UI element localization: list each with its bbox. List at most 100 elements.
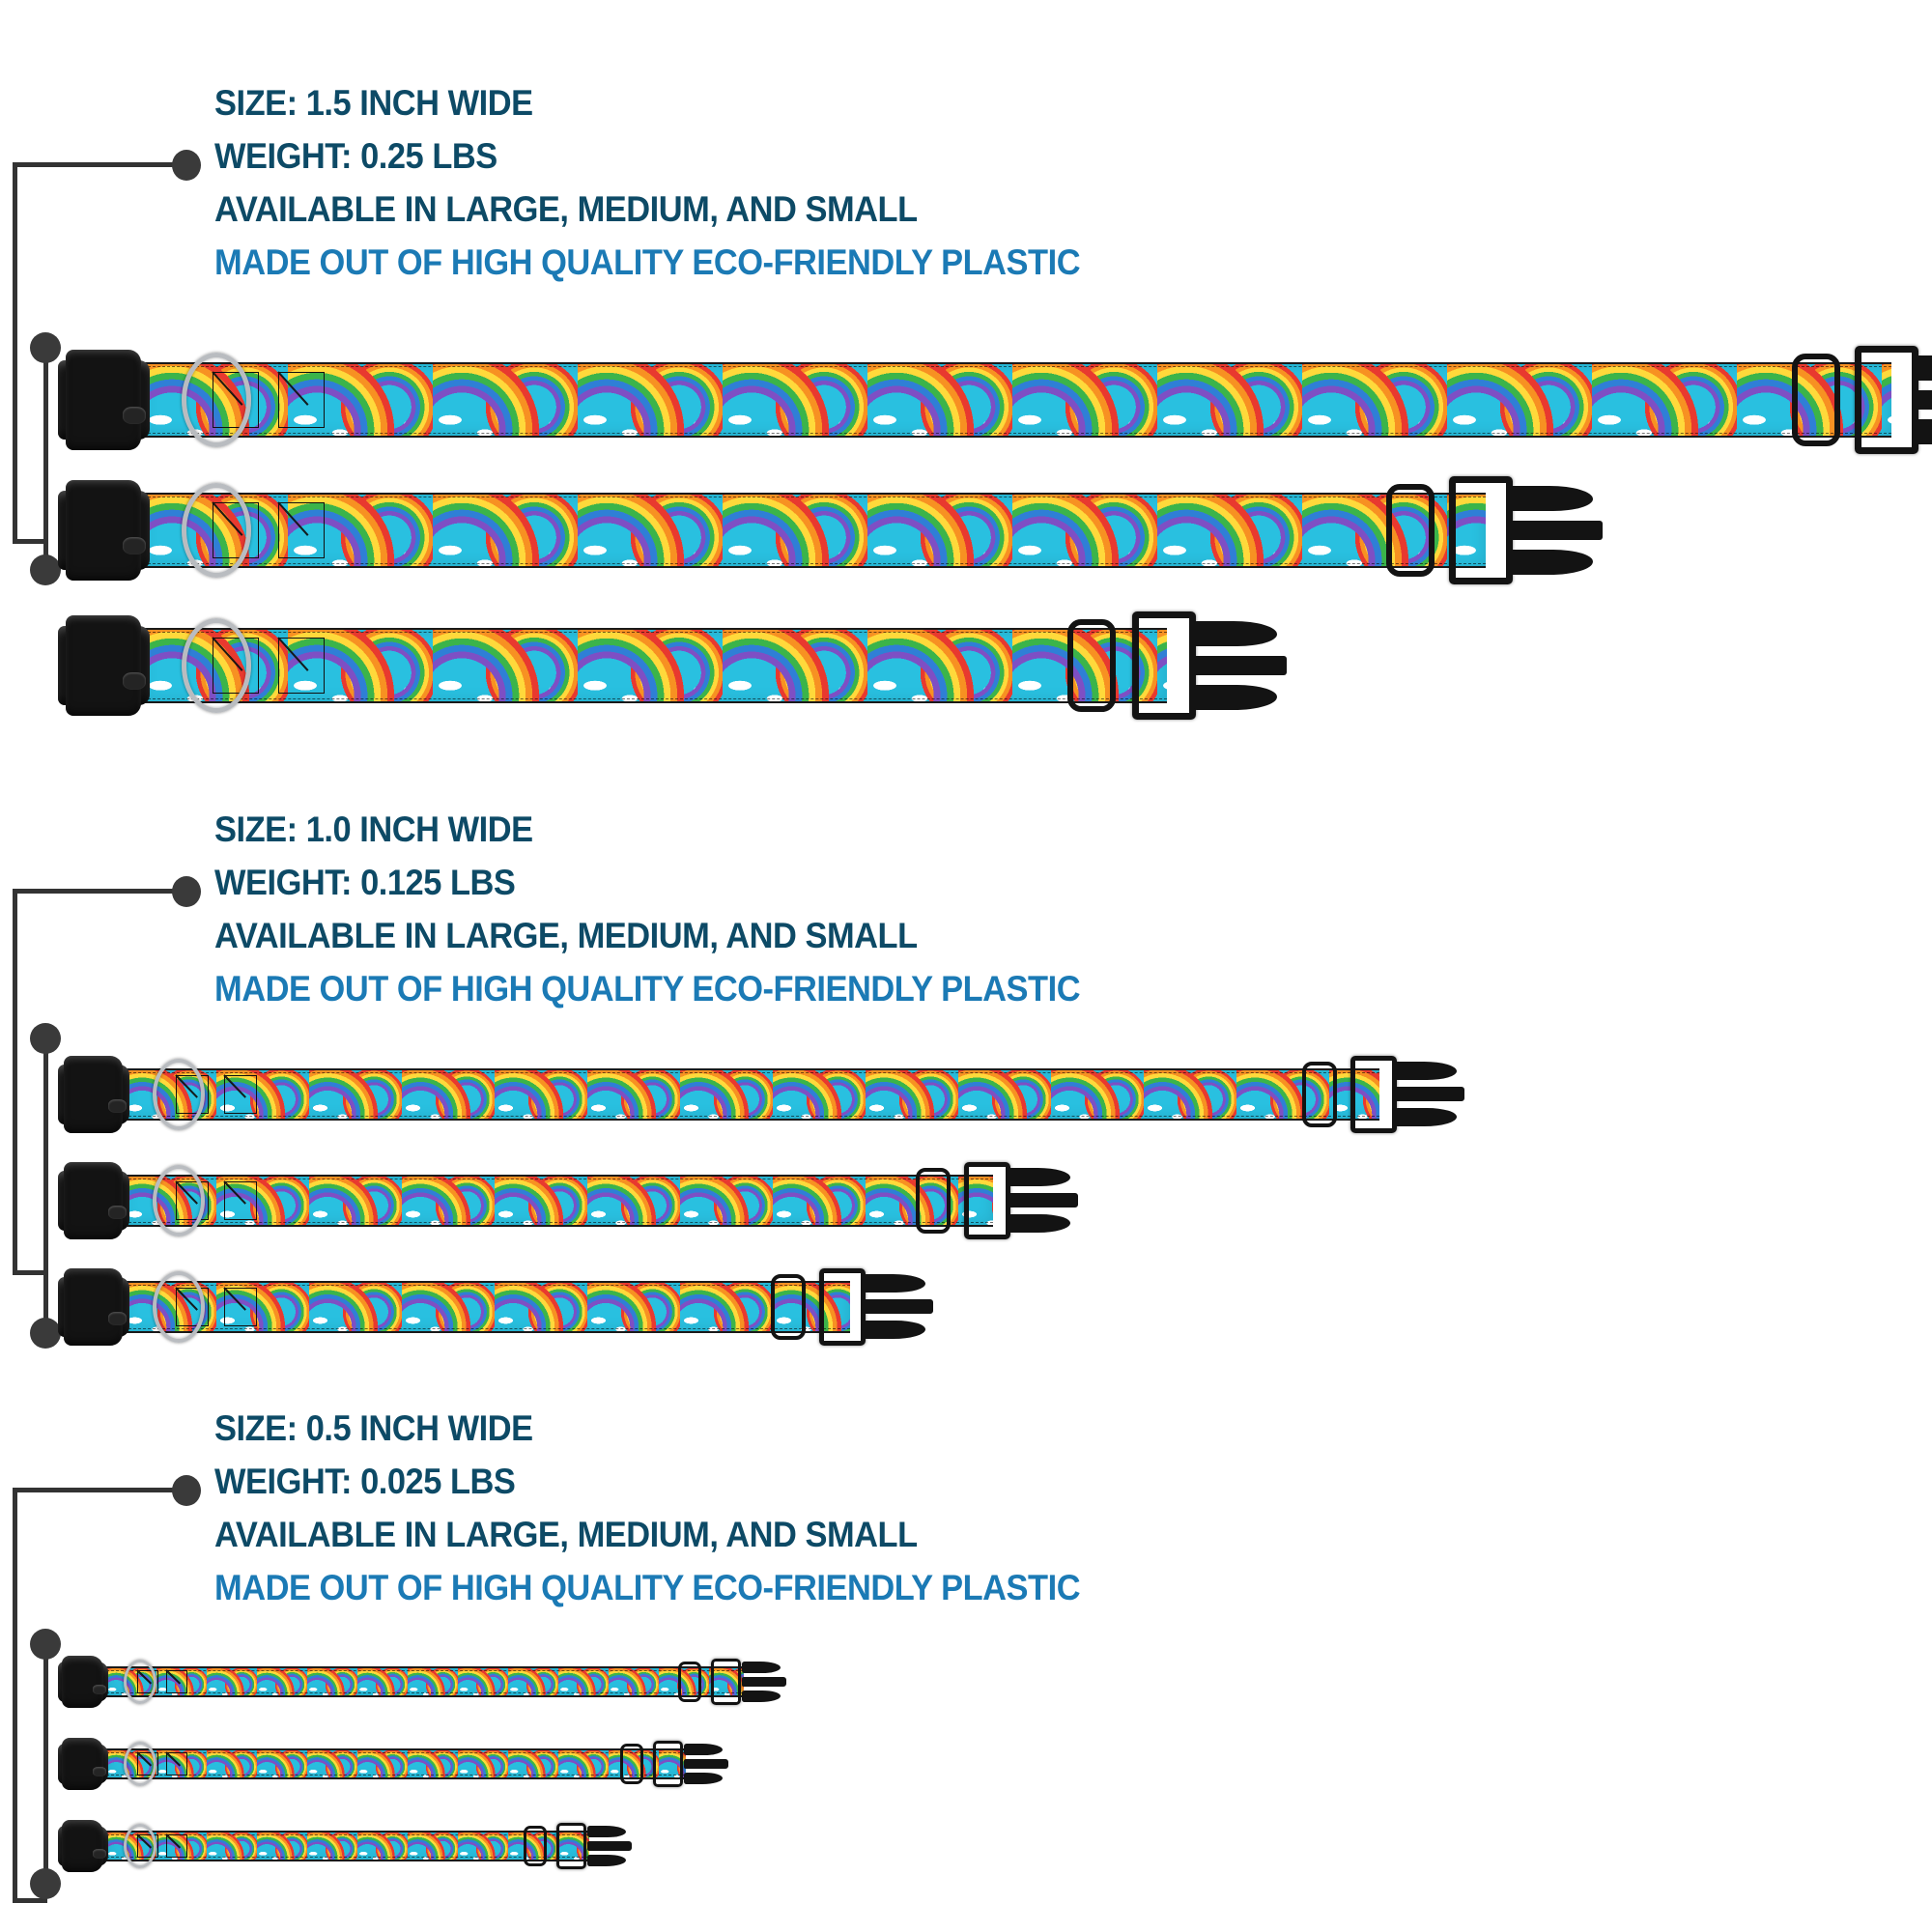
- keeper-loop[interactable]: [1302, 1062, 1337, 1127]
- d-ring[interactable]: [153, 1059, 205, 1130]
- side-release-buckle-female[interactable]: [58, 1056, 129, 1133]
- d-ring[interactable]: [124, 1660, 156, 1704]
- keeper-loop[interactable]: [1386, 484, 1435, 577]
- tri-glide-slider[interactable]: [653, 1741, 683, 1787]
- box-stitch-2: [224, 1181, 257, 1220]
- spec-block-0-5-inch: SIZE: 0.5 INCH WIDE WEIGHT: 0.025 LBS AV…: [214, 1410, 1146, 1605]
- d-ring[interactable]: [182, 353, 251, 447]
- keeper-loop[interactable]: [620, 1744, 643, 1784]
- collar-1-5-medium[interactable]: [58, 473, 1603, 587]
- box-stitch-2: [166, 1670, 187, 1693]
- tri-glide-slider[interactable]: [1855, 346, 1918, 454]
- tri-glide-slider[interactable]: [964, 1162, 1010, 1239]
- collar-1-5-small[interactable]: [58, 609, 1287, 723]
- tri-glide-slider[interactable]: [1350, 1056, 1397, 1133]
- side-release-buckle-female[interactable]: [58, 1162, 129, 1239]
- d-ring[interactable]: [153, 1271, 205, 1343]
- leader-dot-bottom-collar: [30, 1868, 61, 1899]
- spec-weight-0-5: WEIGHT: 0.025 LBS: [214, 1462, 516, 1501]
- side-release-buckle-male[interactable]: [580, 1825, 639, 1867]
- buckle-prong-mid: [1194, 656, 1287, 675]
- tri-glide-slider[interactable]: [711, 1659, 741, 1705]
- spec-material-0-5: MADE OUT OF HIGH QUALITY ECO-FRIENDLY PL…: [214, 1568, 1081, 1607]
- buckle-prong-bottom: [1009, 1214, 1070, 1233]
- leader-bracket-vertical: [13, 1488, 17, 1903]
- side-release-buckle-male[interactable]: [1177, 619, 1302, 712]
- collar-1-0-large[interactable]: [58, 1048, 1464, 1141]
- leader-group-vertical: [43, 1642, 48, 1884]
- side-release-buckle-female[interactable]: [58, 1656, 108, 1708]
- collar-1-0-small[interactable]: [58, 1261, 933, 1353]
- collar-0-5-large[interactable]: [58, 1652, 860, 1712]
- side-release-buckle-male[interactable]: [1383, 1061, 1478, 1128]
- side-release-buckle-male[interactable]: [734, 1661, 794, 1703]
- leader-dot-top-collar: [30, 1629, 61, 1660]
- spec-avail-1-0: AVAILABLE IN LARGE, MEDIUM, AND SMALL: [214, 916, 918, 955]
- d-ring[interactable]: [153, 1165, 205, 1236]
- d-ring[interactable]: [124, 1742, 156, 1786]
- leader-callout-dot: [172, 150, 201, 181]
- box-stitch-2: [224, 1075, 257, 1114]
- side-release-buckle-female[interactable]: [58, 1268, 129, 1346]
- buckle-prong-mid: [1009, 1193, 1078, 1208]
- leader-dot-bottom-collar: [30, 1318, 61, 1349]
- buckle-prong-bottom: [684, 1773, 723, 1784]
- buckle-prong-top: [1194, 621, 1277, 646]
- side-release-buckle-male[interactable]: [676, 1743, 736, 1785]
- side-release-buckle-female[interactable]: [58, 479, 150, 582]
- tri-glide-slider[interactable]: [819, 1268, 866, 1346]
- collar-0-5-small[interactable]: [58, 1816, 705, 1876]
- collar-0-5-medium[interactable]: [58, 1734, 792, 1794]
- buckle-prong-bottom: [1194, 685, 1277, 710]
- side-release-buckle-female[interactable]: [58, 1820, 108, 1872]
- side-release-buckle-female[interactable]: [58, 349, 150, 451]
- tri-glide-slider[interactable]: [556, 1823, 586, 1869]
- keeper-loop[interactable]: [916, 1168, 951, 1234]
- tri-glide-slider[interactable]: [1132, 611, 1196, 720]
- buckle-prong-bottom: [1510, 550, 1593, 575]
- box-stitch-2: [278, 372, 325, 428]
- box-stitch-2: [166, 1752, 187, 1776]
- spec-weight-1-5: WEIGHT: 0.25 LBS: [214, 136, 497, 176]
- box-stitch-2: [278, 502, 325, 558]
- keeper-loop[interactable]: [678, 1662, 701, 1702]
- spec-avail-0-5: AVAILABLE IN LARGE, MEDIUM, AND SMALL: [214, 1515, 918, 1554]
- buckle-prong-bottom: [864, 1321, 925, 1339]
- leader-dot-bottom-collar: [30, 554, 61, 585]
- collar-webbing: [143, 362, 1891, 438]
- spec-block-1-5-inch: SIZE: 1.5 INCH WIDE WEIGHT: 0.25 LBS AVA…: [214, 85, 1146, 280]
- spec-weight-1-0: WEIGHT: 0.125 LBS: [214, 863, 516, 902]
- spec-block-1-0-inch: SIZE: 1.0 INCH WIDE WEIGHT: 0.125 LBS AV…: [214, 811, 1146, 1007]
- leader-bracket-vertical: [13, 889, 17, 1275]
- buckle-prong-top: [1009, 1168, 1070, 1186]
- buckle-prong-top: [587, 1826, 626, 1837]
- leader-horizontal: [13, 889, 179, 894]
- keeper-loop[interactable]: [1792, 354, 1840, 446]
- d-ring[interactable]: [182, 618, 251, 713]
- buckle-prong-top: [1395, 1062, 1457, 1080]
- leader-dot-top-collar: [30, 332, 61, 363]
- side-release-buckle-male[interactable]: [1492, 484, 1618, 577]
- keeper-loop[interactable]: [771, 1274, 806, 1340]
- side-release-buckle-male[interactable]: [997, 1167, 1092, 1235]
- box-stitch-2: [278, 638, 325, 694]
- keeper-loop[interactable]: [1067, 619, 1116, 712]
- side-release-buckle-female[interactable]: [58, 1738, 108, 1790]
- buckle-prong-bottom: [1395, 1108, 1457, 1126]
- side-release-buckle-female[interactable]: [58, 614, 150, 717]
- keeper-loop[interactable]: [524, 1826, 547, 1866]
- buckle-prong-mid: [1510, 521, 1603, 540]
- d-ring[interactable]: [124, 1824, 156, 1868]
- tri-glide-slider[interactable]: [1449, 476, 1513, 584]
- collar-1-5-large[interactable]: [58, 343, 1932, 457]
- spec-size-0-5: SIZE: 0.5 INCH WIDE: [214, 1408, 533, 1448]
- buckle-prong-top: [1510, 486, 1593, 511]
- box-stitch-2: [224, 1288, 257, 1326]
- collar-1-0-medium[interactable]: [58, 1154, 1078, 1247]
- d-ring[interactable]: [182, 483, 251, 578]
- spec-material-1-5: MADE OUT OF HIGH QUALITY ECO-FRIENDLY PL…: [214, 242, 1081, 282]
- side-release-buckle-male[interactable]: [852, 1273, 947, 1341]
- side-release-buckle-male[interactable]: [1898, 354, 1932, 446]
- collar-webbing: [143, 493, 1486, 568]
- collar-webbing: [106, 1748, 686, 1779]
